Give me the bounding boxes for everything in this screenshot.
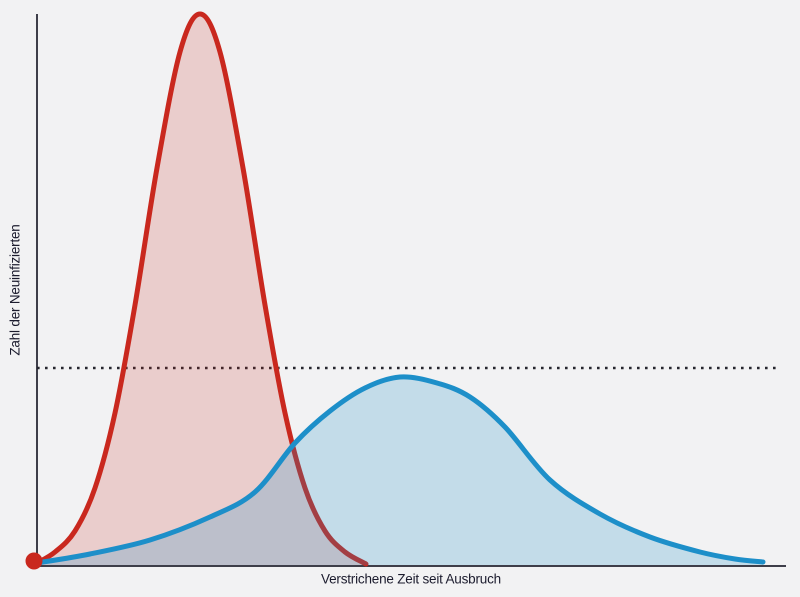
blue-flattened-curve-area xyxy=(37,376,763,565)
outbreak-origin-dot xyxy=(25,552,43,570)
red-steep-curve-line xyxy=(34,11,369,567)
red-steep-curve-area xyxy=(37,14,366,565)
blue-flattened-curve-line xyxy=(34,374,766,566)
x-axis-label: Verstrichene Zeit seit Ausbruch xyxy=(321,571,501,587)
y-axis-label: Zahl der Neuinfizierten xyxy=(7,224,23,356)
